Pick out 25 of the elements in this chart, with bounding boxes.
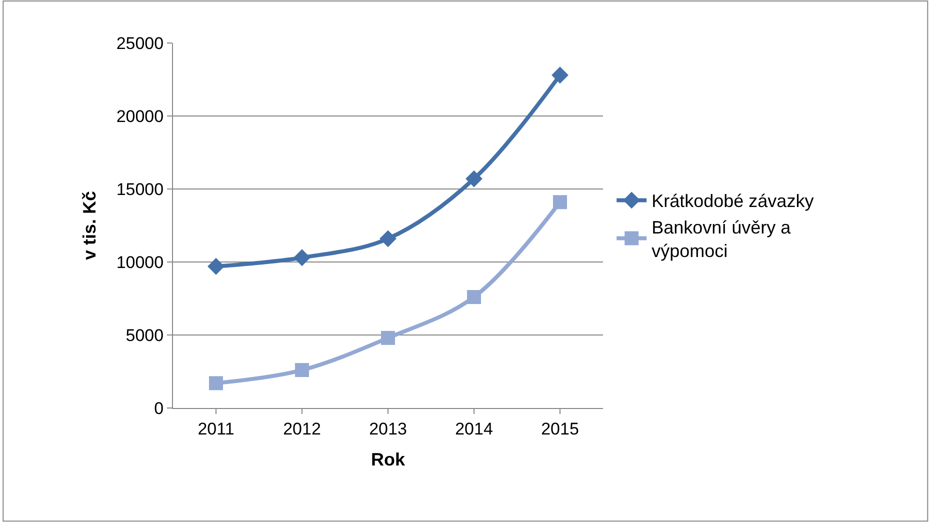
point [208, 258, 224, 275]
legend-label: Bankovní úvěry a výpomoci [652, 218, 792, 262]
point [467, 290, 481, 304]
point [380, 230, 396, 248]
point [294, 249, 310, 266]
x-tick-label: 2012 [283, 419, 321, 438]
point [295, 363, 309, 378]
x-tick-label: 2011 [198, 419, 234, 438]
x-tick-label: 2015 [541, 419, 579, 438]
y-tick-label: 10000 [116, 252, 164, 272]
point [381, 330, 395, 345]
legend-label: Krátkodobé závazky [652, 191, 814, 212]
y-tick-label: 25000 [116, 34, 164, 53]
x-tick-label: 2014 [455, 419, 493, 438]
x-axis-title: Rok [370, 450, 406, 470]
point [209, 376, 223, 390]
x-tick-label: 2013 [369, 419, 407, 438]
point [466, 170, 482, 188]
point [553, 195, 567, 210]
y-tick-label: 20000 [116, 106, 164, 126]
y-tick-label: 5000 [126, 326, 164, 345]
point [552, 66, 568, 84]
y-tick-label: 15000 [116, 180, 164, 199]
y-tick-label: 0 [154, 398, 164, 418]
y-axis-title: v tis. Kč [80, 190, 100, 260]
